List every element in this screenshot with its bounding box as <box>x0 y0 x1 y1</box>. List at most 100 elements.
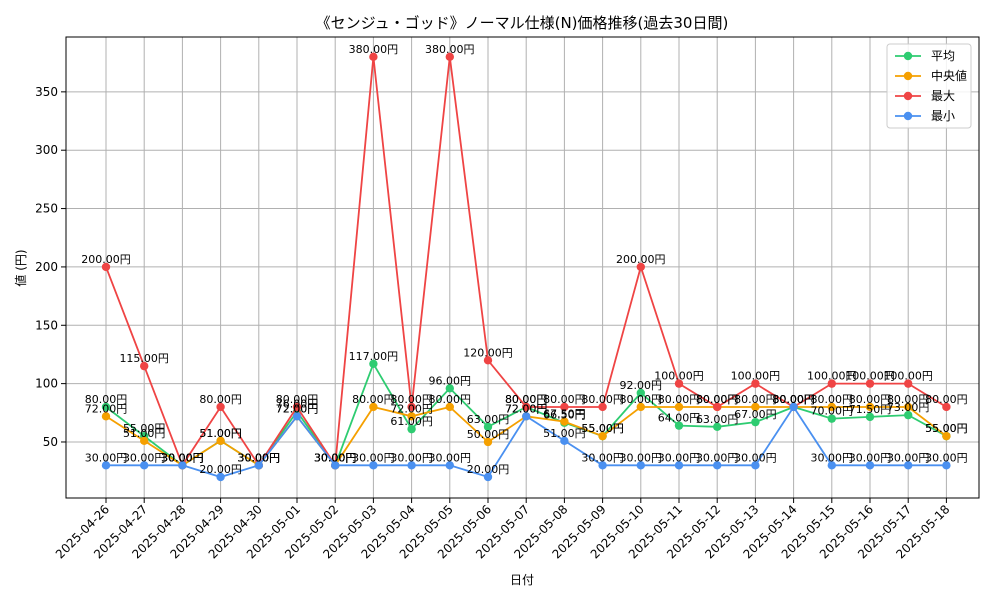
data-label-s3-2025-04-26: 30.00円 <box>85 451 128 464</box>
point-s2-2025-05-16 <box>865 379 875 388</box>
point-s0-2025-05-04 <box>407 424 416 434</box>
data-label-s3-2025-05-14: 80.00円 <box>772 393 815 406</box>
legend-label-1: 中央値 <box>931 68 967 83</box>
point-s3-2025-05-02 <box>331 461 340 470</box>
data-label-s0-2025-04-30: 30.00円 <box>238 451 281 464</box>
y-tick-label-150: 150 <box>35 318 58 332</box>
data-label-s1-2025-04-30: 30.00円 <box>238 451 281 464</box>
point-s2-2025-05-04 <box>407 402 416 412</box>
data-label-s3-2025-05-16: 30.00円 <box>849 451 892 464</box>
point-s0-2025-05-11 <box>674 421 684 430</box>
point-s3-2025-05-03 <box>369 461 378 470</box>
y-axis-title: 値 (円) <box>13 249 28 286</box>
data-label-s1-2025-05-18: 55.00円 <box>925 422 968 435</box>
data-label-s1-2025-05-10: 80.00円 <box>620 393 663 406</box>
data-label-s2-2025-04-26: 200.00円 <box>81 253 131 266</box>
point-s2-2025-05-01 <box>292 402 302 412</box>
data-label-s3-2025-05-08: 51.00円 <box>543 427 586 440</box>
data-label-s1-2025-05-02: 30.00円 <box>314 451 357 464</box>
point-s0-2025-05-16 <box>865 412 875 422</box>
point-s1-2025-05-17 <box>904 402 913 412</box>
point-s1-2025-05-10 <box>636 402 645 412</box>
data-label-s2-2025-05-03: 380.00円 <box>349 43 399 56</box>
data-label-s0-2025-05-11: 64.00円 <box>658 412 701 425</box>
point-s3-2025-04-30 <box>254 461 263 470</box>
data-label-s0-2025-04-28: 30.00円 <box>161 451 204 464</box>
data-label-s0-2025-05-06: 63.00円 <box>467 413 510 426</box>
data-label-s0-2025-05-12: 63.00円 <box>696 413 739 426</box>
point-s0-2025-05-10 <box>636 388 645 398</box>
data-label-s1-2025-05-04: 72.00円 <box>390 402 433 415</box>
point-s0-2025-05-15 <box>827 414 836 423</box>
point-s2-2025-05-15 <box>827 379 836 388</box>
point-s3-2025-04-27 <box>140 461 149 470</box>
data-label-s3-2025-05-10: 30.00円 <box>620 451 663 464</box>
data-label-s0-2025-05-07: 80.00円 <box>505 393 548 406</box>
data-label-s3-2025-05-02: 30.00円 <box>314 451 357 464</box>
data-label-s2-2025-04-29: 80.00円 <box>199 393 242 406</box>
chart-title: 《センジュ・ゴッド》ノーマル仕様(N)価格推移(過去30日間) <box>316 14 729 32</box>
y-tick-label-200: 200 <box>35 260 58 274</box>
point-s2-2025-05-06 <box>483 356 493 365</box>
data-label-s2-2025-04-27: 115.00円 <box>119 352 169 365</box>
data-label-s0-2025-05-02: 30.00円 <box>314 451 357 464</box>
data-label-s2-2025-05-13: 100.00円 <box>731 370 781 383</box>
data-label-s0-2025-04-29: 51.00円 <box>199 427 242 440</box>
point-s1-2025-05-08 <box>560 417 569 426</box>
data-label-s0-2025-05-14: 80.00円 <box>772 393 815 406</box>
data-label-s2-2025-05-06: 120.00円 <box>463 346 513 359</box>
point-s3-2025-05-14 <box>789 402 798 412</box>
legend-label-0: 平均 <box>931 49 955 63</box>
data-label-s3-2025-05-18: 30.00円 <box>925 451 968 464</box>
point-s3-2025-05-10 <box>636 461 645 470</box>
data-label-s3-2025-05-13: 30.00円 <box>734 451 777 464</box>
point-s2-2025-05-03 <box>369 52 378 62</box>
data-label-s1-2025-05-03: 80.00円 <box>352 393 395 406</box>
data-label-s2-2025-05-09: 80.00円 <box>581 393 624 406</box>
data-label-s2-2025-05-12: 80.00円 <box>696 393 739 406</box>
data-label-s1-2025-05-06: 50.00円 <box>467 428 510 441</box>
data-label-s1-2025-04-27: 51.00円 <box>123 427 166 440</box>
point-s3-2025-05-01 <box>292 412 302 421</box>
point-s1-2025-05-13 <box>751 402 760 412</box>
legend-marker-2 <box>903 91 913 101</box>
point-s3-2025-05-13 <box>751 461 760 470</box>
point-s0-2025-05-12 <box>713 422 722 432</box>
point-s0-2025-05-05 <box>445 384 454 393</box>
point-s1-2025-05-04 <box>407 412 416 421</box>
series-layer <box>101 52 951 482</box>
point-s1-2025-05-18 <box>942 431 951 441</box>
data-label-s3-2025-05-01: 72.00円 <box>276 402 319 415</box>
data-label-s1-2025-05-05: 80.00円 <box>429 393 472 406</box>
point-s0-2025-05-13 <box>751 417 760 427</box>
plot-frame <box>65 36 980 499</box>
y-tick-label-250: 250 <box>35 202 58 216</box>
point-s2-2025-04-27 <box>140 361 149 371</box>
point-s2-2025-05-17 <box>904 379 913 388</box>
data-label-s1-2025-05-11: 80.00円 <box>658 393 701 406</box>
data-label-s1-2025-05-12: 80.00円 <box>696 393 739 406</box>
point-s2-2025-05-13 <box>751 379 760 388</box>
legend-label-3: 最小 <box>931 109 955 123</box>
data-label-s3-2025-05-09: 30.00円 <box>581 451 624 464</box>
point-s3-2025-04-28 <box>178 461 187 470</box>
point-s3-2025-05-08 <box>560 436 569 446</box>
data-label-s2-2025-05-18: 80.00円 <box>925 393 968 406</box>
data-label-s3-2025-04-29: 20.00円 <box>199 463 242 476</box>
legend-marker-1 <box>903 71 913 81</box>
data-label-s0-2025-05-15: 70.00円 <box>811 405 854 418</box>
data-label-s1-2025-05-14: 80.00円 <box>772 393 815 406</box>
data-label-layer: 80.00円 55.00円 30.00円 51.00円 30.00円 76.00円 30.0… <box>81 43 967 476</box>
data-label-s1-2025-04-26: 72.00円 <box>85 402 128 415</box>
legend-marker-3 <box>903 111 913 121</box>
data-label-s3-2025-04-27: 30.00円 <box>123 451 166 464</box>
point-s0-2025-05-06 <box>483 422 493 432</box>
point-s3-2025-05-15 <box>827 461 836 470</box>
tick-layer: 2025-04-262025-04-272025-04-282025-04-29… <box>35 85 952 562</box>
point-s0-2025-05-17 <box>904 410 913 420</box>
data-label-s3-2025-05-11: 30.00円 <box>658 451 701 464</box>
x-axis-title: 日付 <box>510 573 534 587</box>
data-label-s2-2025-05-17: 100.00円 <box>883 370 933 383</box>
data-label-s0-2025-05-01: 76.00円 <box>276 398 319 411</box>
